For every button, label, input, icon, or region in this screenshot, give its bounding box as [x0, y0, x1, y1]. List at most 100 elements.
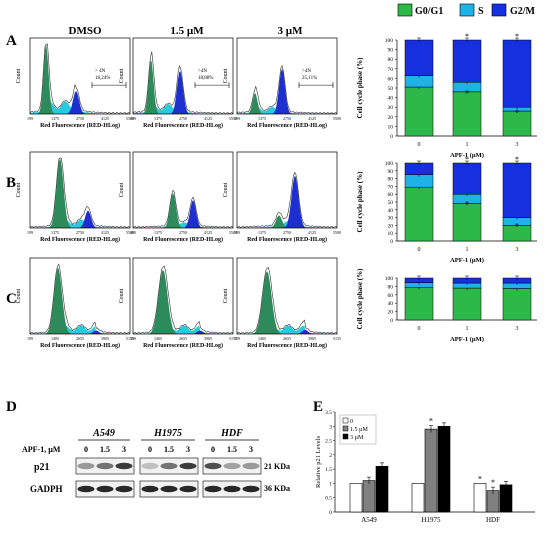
histogram-tick-label: 1405 — [258, 336, 266, 341]
histogram-frame — [29, 151, 131, 229]
bar-segment-g2m — [452, 39, 482, 83]
significance-marker: * — [465, 89, 469, 98]
panel-letter-e: E — [313, 399, 323, 415]
histogram-x-label: Red Fluorescence (RED-HLog) — [143, 122, 223, 129]
western-blot: A549 H1975 HDF APF-1, µM 0 1.5 3 0 1.5 3 0 1.5 3… — [22, 428, 290, 498]
g0g1-peak-area — [133, 269, 233, 334]
cell-cycle-y-tick: 60 — [388, 293, 394, 299]
s-phase-area — [30, 325, 130, 334]
histogram-tick-label: 5500 — [229, 116, 237, 121]
polyploid-label: >4N — [198, 69, 207, 74]
histogram-x-label: Red Fluorescence (RED-HLog) — [143, 342, 223, 349]
histogram-tick-label: 1405 — [51, 336, 59, 341]
p21-y-tick: 2.5 — [325, 439, 332, 445]
g0g1-peak-area — [30, 44, 130, 114]
histogram-tick-label: 2750 — [76, 116, 84, 121]
histogram-plot: Count 199 1405 2655 3905 5155 Red Fluorescence… — [223, 257, 341, 349]
cell-cycle-x-tick: 3 — [516, 247, 519, 253]
p21-bar — [411, 483, 425, 513]
blot-band — [160, 485, 178, 493]
bar-segment-g2m — [404, 39, 434, 76]
p21-y-tick: 2 — [329, 453, 332, 459]
p21-bar — [362, 480, 376, 513]
blot-band — [77, 462, 95, 470]
bar-segment-g0g1 — [404, 186, 434, 242]
p21-bar — [424, 428, 438, 513]
histogram-tick-label: 1375 — [154, 116, 162, 121]
cell-cycle-y-tick: 80 — [388, 284, 394, 290]
bar-segment-g0g1 — [452, 287, 482, 321]
histogram-x-label: Red Fluorescence (RED-HLog) — [40, 342, 120, 349]
s-phase-area — [30, 101, 130, 114]
blot-band — [179, 485, 197, 493]
histogram-tick-label: 199 — [27, 116, 33, 121]
g0g1-peak-area — [133, 60, 233, 114]
histogram-tick-label: 5500 — [229, 230, 237, 235]
blot-band — [204, 462, 222, 470]
histogram-frame — [132, 151, 234, 229]
polyploid-percent: 25,11% — [302, 76, 317, 81]
blot-dose-label: 3 — [249, 445, 253, 454]
polyploid-label: >4N — [302, 69, 311, 74]
panel-letter-b: B — [6, 175, 16, 191]
histogram-outline — [236, 171, 338, 229]
cell-cycle-x-tick: 0 — [418, 142, 421, 148]
cell-cycle-y-tick: 30 — [388, 216, 394, 222]
histogram-tick-label: 2750 — [283, 230, 291, 235]
significance-marker: * — [465, 155, 469, 164]
phase-legend: G0/G1 S G2/M — [397, 3, 536, 17]
histogram-outline — [29, 263, 131, 335]
cell-cycle-y-tick: 40 — [388, 96, 394, 102]
bar-segment-g2m — [452, 162, 482, 195]
histogram-plot: Count 199 1375 2750 4125 5500 Red Fluorescence… — [16, 151, 134, 243]
histogram-tick-label: 1375 — [51, 116, 59, 121]
histogram-tick-label: 1375 — [258, 116, 266, 121]
p21-y-tick: 0 — [329, 510, 332, 516]
histogram-tick-label: 5155 — [126, 336, 134, 341]
histogram-tick-label: 4125 — [204, 116, 212, 121]
legend-label-s: S — [478, 6, 484, 17]
s-phase-area — [237, 107, 337, 114]
histogram-tick-label: 1405 — [154, 336, 162, 341]
p21-y-tick: 1 — [329, 481, 332, 487]
legend-label: 0 — [350, 419, 353, 425]
s-phase-area — [237, 325, 337, 334]
significance-marker: * — [478, 474, 482, 483]
cell-cycle-y-tick: 50 — [388, 200, 394, 206]
significance-marker: * — [515, 32, 519, 41]
cell-cycle-x-tick: 0 — [418, 247, 421, 253]
histogram-plot: Count 199 1375 2750 4125 5500 Red Fluorescence… — [16, 37, 134, 129]
histogram-tick-label: 1375 — [258, 230, 266, 235]
histogram-outline — [236, 64, 338, 115]
cell-cycle-y-tick: 60 — [388, 192, 394, 198]
legend-label: 3 µM — [350, 435, 364, 441]
s-phase-area — [133, 104, 233, 114]
cell-cycle-y-label: Cell cycle phase (%) — [356, 57, 364, 119]
histogram-outline — [132, 265, 234, 335]
blot-band — [115, 485, 133, 493]
significance-marker: * — [491, 478, 495, 487]
blot-band — [96, 485, 114, 493]
histogram-plot: Count 199 1375 2750 4125 5500 Red Fluorescence… — [119, 37, 237, 129]
cell-cycle-x-tick: 3 — [516, 142, 519, 148]
blot-treatment-label: APF-1, µM — [22, 445, 61, 454]
histogram-frame — [29, 257, 131, 335]
cell-cycle-charts: Cell cycle phase (%)01020304050607080901… — [356, 32, 537, 343]
histogram-tick-label: 2750 — [76, 230, 84, 235]
histogram-tick-label: 2750 — [179, 230, 187, 235]
histogram-y-label: Count — [16, 288, 22, 303]
histogram-outline — [132, 189, 234, 229]
bar-segment-g0g1 — [452, 203, 482, 242]
histogram-outline — [29, 43, 131, 115]
p21-bar — [499, 484, 513, 513]
bar-segment-g0g1 — [452, 91, 482, 137]
blot-dose-label: 1.5 — [100, 445, 110, 454]
bar-segment-g0g1 — [502, 110, 532, 137]
p21-bar — [375, 465, 389, 513]
histogram-y-label: Count — [223, 288, 229, 303]
legend-swatch — [342, 425, 349, 432]
histogram-tick-label: 5500 — [126, 116, 134, 121]
g0g1-peak-area — [30, 158, 130, 228]
s-phase-area — [133, 222, 233, 228]
